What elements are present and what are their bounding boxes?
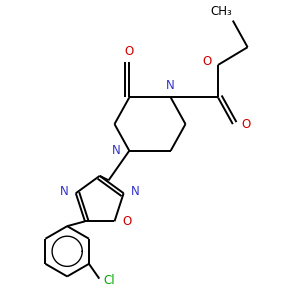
Text: Cl: Cl xyxy=(104,274,116,286)
Text: N: N xyxy=(112,144,120,157)
Text: CH₃: CH₃ xyxy=(210,4,232,18)
Text: N: N xyxy=(166,79,175,92)
Text: O: O xyxy=(242,118,251,130)
Text: N: N xyxy=(60,185,68,198)
Text: N: N xyxy=(131,185,140,198)
Text: O: O xyxy=(122,215,131,228)
Text: O: O xyxy=(203,56,212,68)
Text: O: O xyxy=(125,45,134,58)
